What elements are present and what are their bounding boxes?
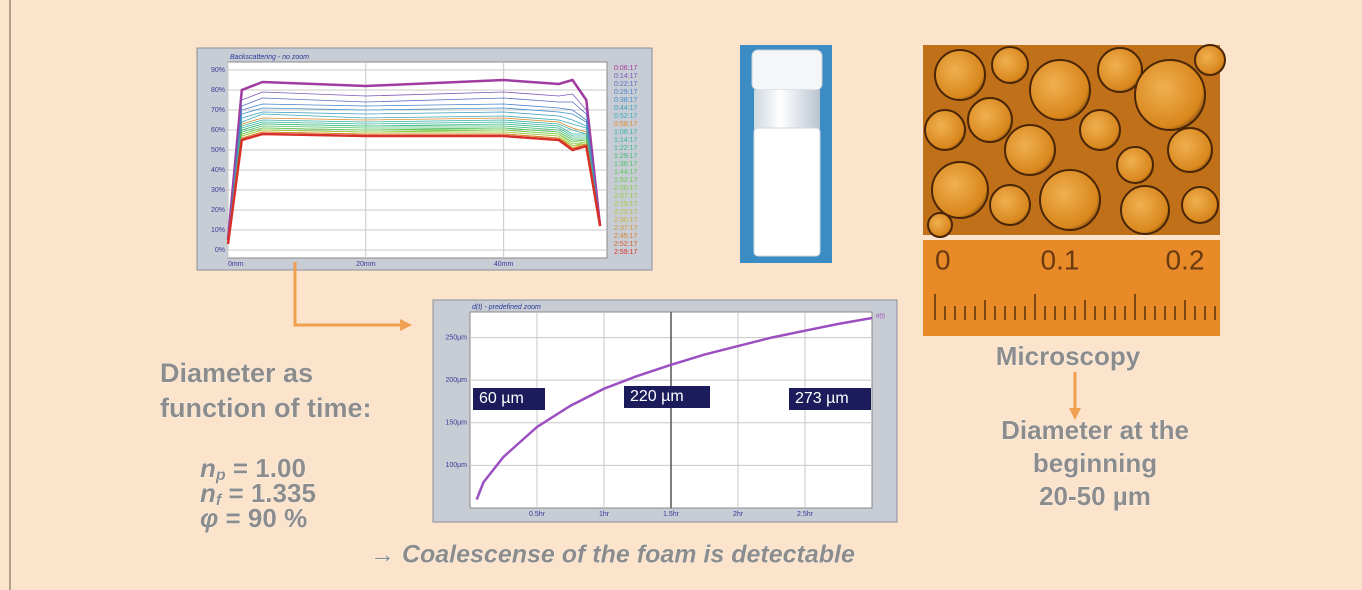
ruler-label: 0.2 bbox=[1166, 244, 1205, 275]
legend-label: 2:52:17 bbox=[614, 241, 637, 248]
legend-label: 2:59:17 bbox=[614, 249, 637, 256]
legend-label: 2:00:17 bbox=[614, 185, 637, 192]
series-line bbox=[227, 113, 601, 243]
chart-title: d(t) - predefined zoom bbox=[472, 304, 541, 311]
legend-label: 2:07:17 bbox=[614, 193, 637, 200]
param-symbol: φ bbox=[200, 503, 218, 533]
result-text: Diameter at the bbox=[1001, 415, 1189, 445]
x-tick-label: 1hr bbox=[599, 511, 610, 518]
legend-label: 1:22:17 bbox=[614, 145, 637, 152]
series-line bbox=[227, 103, 601, 243]
param-subscript: f bbox=[216, 492, 223, 509]
annotation: 220 µm bbox=[630, 388, 684, 405]
y-tick-label: 150µm bbox=[445, 420, 467, 427]
arrow bbox=[293, 262, 1077, 410]
series-line bbox=[226, 132, 602, 245]
microscope-photo bbox=[923, 44, 1226, 336]
y-tick-label: 200µm bbox=[445, 377, 467, 384]
annotation-box bbox=[473, 388, 545, 410]
legend-label: 0:38:17 bbox=[614, 97, 637, 104]
legend-label: 0:52:17 bbox=[614, 113, 637, 120]
series-line bbox=[227, 121, 601, 245]
legend-label: 0:44:17 bbox=[614, 105, 637, 112]
series-line bbox=[227, 107, 601, 243]
legend-label: 2:15:17 bbox=[614, 201, 637, 208]
annotation: 273 µm bbox=[795, 390, 849, 407]
legend-label: 0:29:17 bbox=[614, 89, 637, 96]
legend-label: 0:06:17 bbox=[614, 65, 637, 72]
arrow-head bbox=[1069, 408, 1081, 420]
x-tick-label: 2hr bbox=[733, 511, 744, 518]
x-tick-label: 20mm bbox=[356, 261, 376, 268]
param-value: = 1.335 bbox=[221, 478, 316, 508]
microscopy-label: Microscopy bbox=[996, 341, 1141, 371]
plot-area bbox=[227, 61, 608, 259]
parameter: φ = 90 % bbox=[200, 503, 307, 533]
y-tick-label: 10% bbox=[211, 227, 225, 234]
legend-label: 1:52:17 bbox=[614, 177, 637, 184]
legend-label: 1:14:17 bbox=[614, 137, 637, 144]
y-tick-label: 90% bbox=[211, 67, 225, 74]
annotation-box bbox=[624, 386, 710, 408]
series-line bbox=[227, 97, 601, 243]
series-line bbox=[227, 111, 601, 243]
left-text: function of time: bbox=[160, 393, 371, 423]
ruler-label: 0.1 bbox=[1041, 244, 1080, 275]
y-tick-label: 50% bbox=[211, 147, 225, 154]
legend-label: 0:22:17 bbox=[614, 81, 637, 88]
x-tick-label: 0mm bbox=[228, 261, 244, 268]
series-line bbox=[226, 78, 602, 241]
legend-label: 2:45:17 bbox=[614, 233, 637, 240]
y-tick-label: 100µm bbox=[445, 462, 467, 469]
legend-label: 1:44:17 bbox=[614, 169, 637, 176]
legend-label: 2:30:17 bbox=[614, 217, 637, 224]
legend-label: d(t) bbox=[876, 314, 885, 320]
y-tick-label: 60% bbox=[211, 127, 225, 134]
annotation: 60 µm bbox=[479, 390, 524, 407]
legend-label: 1:06:17 bbox=[614, 129, 637, 136]
y-tick-label: 30% bbox=[211, 187, 225, 194]
conclusion: → Coalescense of the foam is detectable bbox=[370, 541, 855, 569]
y-tick-label: 250µm bbox=[445, 334, 467, 341]
param-subscript: p bbox=[215, 467, 226, 484]
y-tick-label: 70% bbox=[211, 107, 225, 114]
left-text: Diameter as bbox=[160, 358, 313, 388]
chart-title: Backscattering - no zoom bbox=[230, 54, 309, 61]
x-tick-label: 40mm bbox=[494, 261, 514, 268]
legend-label: 2:22:17 bbox=[614, 209, 637, 216]
x-tick-label: 1.5hr bbox=[663, 511, 680, 518]
legend-label: 1:29:17 bbox=[614, 153, 637, 160]
legend-label: 0:14:17 bbox=[614, 73, 637, 80]
y-tick-label: 20% bbox=[211, 207, 225, 214]
ruler-label: 0 bbox=[935, 244, 951, 275]
series-line bbox=[227, 117, 601, 243]
series-line bbox=[227, 91, 601, 241]
arrow-head bbox=[400, 319, 412, 331]
parameter: nf = 1.335 bbox=[200, 478, 316, 509]
legend-label: 2:37:17 bbox=[614, 225, 637, 232]
legend-label: 0:58:17 bbox=[614, 121, 637, 128]
param-value: = 90 % bbox=[218, 503, 307, 533]
vial-photo bbox=[740, 45, 832, 263]
legend-label: 1:36:17 bbox=[614, 161, 637, 168]
result-text: 20-50 µm bbox=[1039, 481, 1151, 511]
x-tick-label: 0.5hr bbox=[529, 511, 546, 518]
series-line bbox=[227, 123, 601, 245]
result-text: beginning bbox=[1033, 448, 1157, 478]
series-line bbox=[475, 316, 873, 500]
param-symbol: n bbox=[200, 453, 216, 483]
param-symbol: n bbox=[200, 478, 216, 508]
param-value: = 1.00 bbox=[226, 453, 306, 483]
parameter: np = 1.00 bbox=[200, 453, 306, 484]
y-tick-label: 0% bbox=[215, 247, 225, 254]
x-tick-label: 2.5hr bbox=[797, 511, 814, 518]
y-tick-label: 80% bbox=[211, 87, 225, 94]
y-tick-label: 40% bbox=[211, 167, 225, 174]
annotation-box bbox=[789, 388, 871, 410]
series-line bbox=[227, 119, 601, 243]
